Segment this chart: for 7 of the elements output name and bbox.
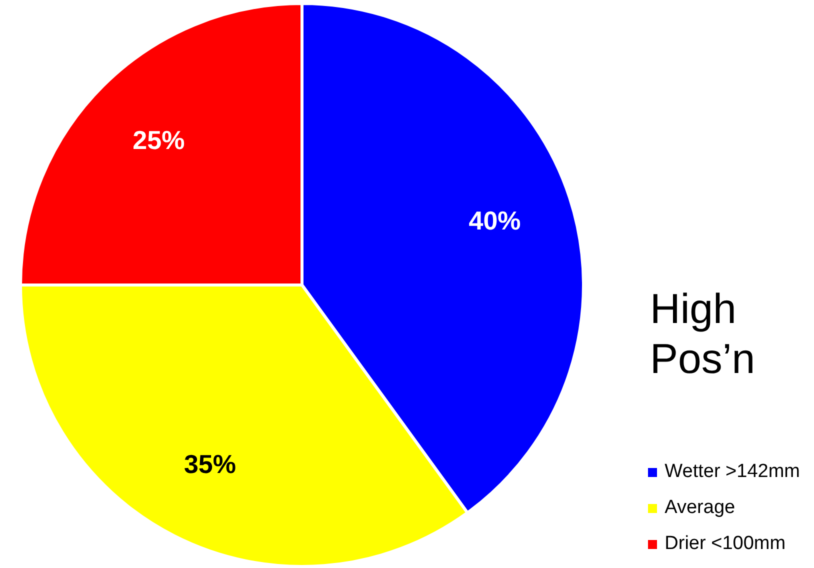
legend-label: Average [664,496,736,520]
text: High Pos’n [650,284,756,384]
data-label: 35% [184,448,236,479]
legend-label: Wetter >142mm [664,460,800,484]
data-label: 40% [468,206,521,236]
data-label: 25% [132,124,185,155]
legend-label: Drier <100mm [664,532,786,556]
